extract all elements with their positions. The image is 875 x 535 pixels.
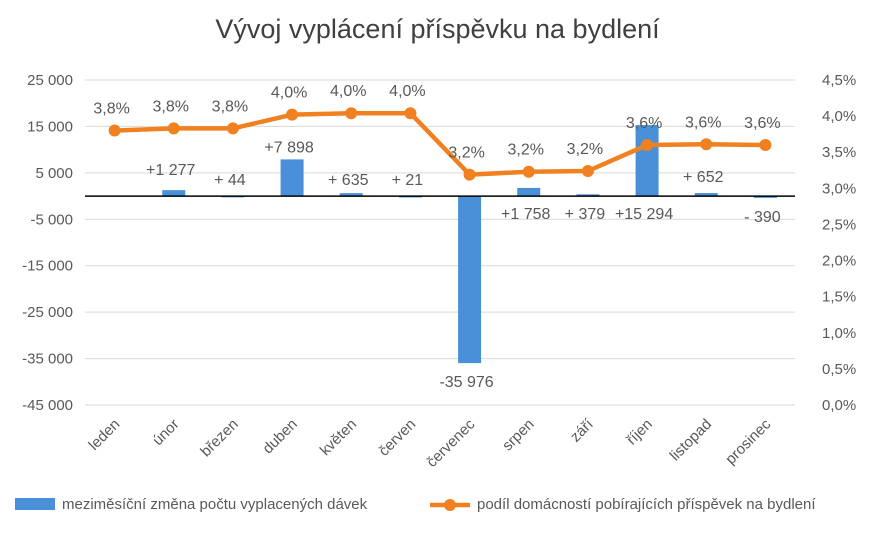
x-tick-label: březen bbox=[197, 416, 241, 460]
x-tick-label: prosinec bbox=[722, 415, 774, 467]
bar bbox=[694, 193, 718, 197]
line-data-label: 3,2% bbox=[508, 142, 544, 159]
line-point bbox=[759, 139, 772, 151]
chart-title: Vývoj vyplácení příspěvku na bydlení bbox=[215, 14, 660, 44]
bar-data-label: + 635 bbox=[328, 172, 369, 189]
y-right-tick-label: 0,5% bbox=[822, 361, 856, 378]
line-data-label: 4,0% bbox=[330, 83, 366, 100]
line-point bbox=[522, 165, 535, 178]
line-point bbox=[463, 168, 476, 181]
line-series bbox=[114, 110, 766, 177]
x-tick-label: srpen bbox=[499, 416, 538, 455]
x-tick-label: červenec bbox=[423, 415, 478, 470]
x-tick-label: duben bbox=[259, 416, 301, 458]
line-point bbox=[641, 139, 654, 151]
bar bbox=[162, 190, 186, 197]
y-right-tick-label: 3,0% bbox=[822, 180, 856, 197]
bar bbox=[458, 196, 482, 364]
bar bbox=[635, 125, 659, 197]
x-tick-label: červen bbox=[375, 416, 419, 460]
x-tick-label: listopad bbox=[666, 416, 715, 465]
y-right-tick-label: 0,0% bbox=[822, 397, 856, 414]
x-tick-label: září bbox=[567, 415, 597, 445]
x-tick-label: únor bbox=[149, 416, 182, 449]
y-left-tick-label: -25 000 bbox=[22, 304, 73, 321]
bar-data-label: + 652 bbox=[683, 169, 724, 186]
y-left-tick-label: -45 000 bbox=[22, 397, 73, 414]
legend-bar-swatch bbox=[15, 498, 55, 510]
bar-data-label: + 379 bbox=[565, 206, 606, 223]
bar bbox=[280, 159, 304, 197]
bar-data-label: +1 758 bbox=[501, 206, 550, 223]
y-left-tick-label: 25 000 bbox=[27, 72, 73, 89]
bar bbox=[517, 187, 541, 197]
y-left-tick-label: -35 000 bbox=[22, 351, 73, 368]
line-point bbox=[108, 124, 121, 137]
bar-data-label: -35 976 bbox=[439, 374, 493, 391]
y-left-tick-label: 15 000 bbox=[27, 118, 73, 135]
x-tick-label: leden bbox=[85, 416, 123, 454]
line-point bbox=[404, 107, 417, 120]
y-right-tick-label: 4,0% bbox=[822, 108, 856, 125]
legend-bar-label: meziměsíční změna počtu vyplacených dáve… bbox=[62, 496, 368, 513]
y-right-tick-label: 1,5% bbox=[822, 289, 856, 306]
bar-data-label: + 21 bbox=[392, 172, 424, 189]
line-data-label: 3,8% bbox=[153, 98, 189, 115]
y-right-tick-label: 1,0% bbox=[822, 325, 856, 342]
line-data-label: 3,6% bbox=[685, 114, 721, 131]
line-point bbox=[286, 108, 299, 121]
line-data-label: 3,8% bbox=[93, 101, 129, 118]
bar-data-label: +15 294 bbox=[615, 206, 673, 223]
line-data-label: 4,0% bbox=[389, 83, 425, 100]
bar-data-label: +7 898 bbox=[264, 139, 313, 156]
line-data-label: 3,2% bbox=[567, 141, 603, 158]
legend-line-label: podíl domácností pobírajících příspěvek … bbox=[477, 496, 816, 513]
line-data-label: 4,0% bbox=[271, 85, 307, 102]
legend-line-marker bbox=[444, 499, 456, 511]
bar-data-label: +1 277 bbox=[146, 162, 195, 179]
x-tick-label: květen bbox=[317, 416, 360, 459]
y-left-tick-label: 5 000 bbox=[35, 165, 73, 182]
y-right-tick-label: 2,5% bbox=[822, 216, 856, 233]
line-data-label: 3,6% bbox=[744, 115, 780, 132]
y-left-tick-label: -15 000 bbox=[22, 258, 73, 275]
line-point bbox=[581, 165, 594, 177]
line-point bbox=[700, 138, 713, 151]
bar bbox=[339, 193, 363, 197]
line-point bbox=[226, 122, 239, 135]
line-point bbox=[167, 122, 180, 135]
y-right-tick-label: 3,5% bbox=[822, 144, 856, 161]
line-point bbox=[345, 107, 358, 120]
y-right-tick-label: 4,5% bbox=[822, 72, 856, 89]
line-data-label: 3,6% bbox=[626, 115, 662, 132]
bar bbox=[753, 196, 777, 198]
bar bbox=[576, 194, 600, 197]
x-tick-label: říjen bbox=[623, 416, 656, 449]
bar-data-label: - 390 bbox=[744, 209, 781, 226]
y-right-tick-label: 2,0% bbox=[822, 253, 856, 270]
bar-data-label: + 44 bbox=[214, 172, 246, 189]
line-data-label: 3,2% bbox=[448, 145, 484, 162]
y-left-tick-label: -5 000 bbox=[30, 211, 73, 228]
line-data-label: 3,8% bbox=[212, 98, 248, 115]
